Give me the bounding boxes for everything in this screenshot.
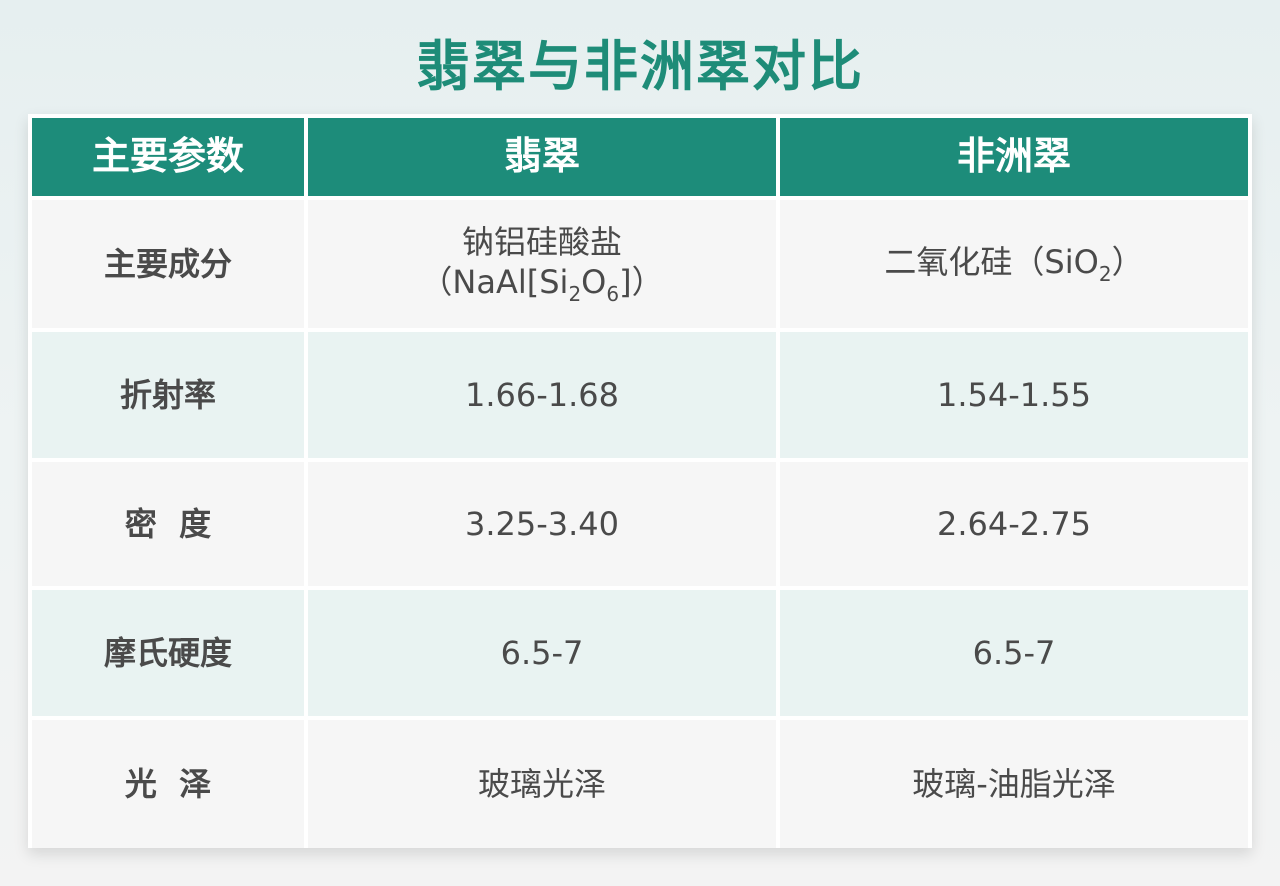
cell-jade: 1.66-1.68 [308,332,776,458]
cell-african: 1.54-1.55 [780,332,1248,458]
cell-african: 2.64-2.75 [780,462,1248,586]
header-parameter: 主要参数 [32,118,304,196]
formula-sub: 2 [1098,261,1112,286]
comparison-table: 主要参数 翡翠 非洲翠 主要成分 钠铝硅酸盐 （NaAl[Si2O6]） 二氧化硅… [28,114,1252,848]
header-african-jade: 非洲翠 [780,118,1248,196]
formula-sub: 2 [568,281,582,306]
formula-part: O [581,262,607,301]
formula-part: 二氧化硅（SiO [884,242,1099,281]
cell-african: 玻璃-油脂光泽 [780,720,1248,848]
page-title: 翡翠与非洲翠对比 [416,35,864,98]
row-label: 密 度 [32,462,304,586]
cell-african: 6.5-7 [780,590,1248,716]
header-jade: 翡翠 [308,118,776,196]
formula-part: （NaAl[Si [420,262,569,301]
row-label: 光 泽 [32,720,304,848]
cell-jade: 6.5-7 [308,590,776,716]
cell-jade: 3.25-3.40 [308,462,776,586]
row-label: 折射率 [32,332,304,458]
row-label: 摩氏硬度 [32,590,304,716]
composition-name: 钠铝硅酸盐 [461,222,622,261]
cell-african-composition: 二氧化硅（SiO2） [780,200,1248,328]
formula-sub: 6 [606,281,620,306]
formula-part: ） [1111,242,1144,281]
cell-jade-composition: 钠铝硅酸盐 （NaAl[Si2O6]） [308,200,776,328]
composition-formula: （NaAl[Si2O6]） [420,262,664,306]
row-label: 主要成分 [32,200,304,328]
formula-part: ]） [619,262,664,301]
cell-jade: 玻璃光泽 [308,720,776,848]
